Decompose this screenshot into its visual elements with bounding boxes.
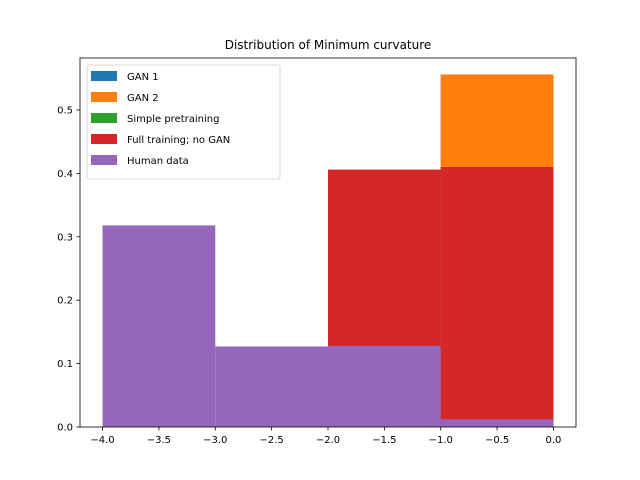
legend-swatch bbox=[91, 113, 117, 123]
x-tick-label: −3.5 bbox=[147, 435, 171, 446]
x-tick-label: 0.0 bbox=[546, 435, 562, 446]
legend-label: Simple pretraining bbox=[127, 114, 219, 125]
legend-frame bbox=[86, 64, 281, 180]
ticks-layer: −4.0 −3.5 −3.0 −2.5 −2.0 −1.5 −1.0 −0.5 0.0 0.0 0.… bbox=[57, 105, 561, 446]
y-tick-label: 0.0 bbox=[57, 423, 73, 434]
bar-series-4-bin-0 bbox=[102, 225, 216, 427]
x-tick-label: −2.0 bbox=[316, 435, 340, 446]
legend-label: GAN 2 bbox=[127, 93, 159, 104]
y-tick-label: 0.4 bbox=[57, 169, 73, 180]
legend-swatch bbox=[91, 155, 117, 165]
x-tick-label: −0.5 bbox=[485, 435, 509, 446]
x-tick-label: −4.0 bbox=[90, 435, 114, 446]
x-tick-label: −1.0 bbox=[429, 435, 453, 446]
legend: GAN 1 GAN 2 Simple pretraining Full trainin… bbox=[86, 64, 281, 180]
legend-swatch bbox=[91, 92, 117, 102]
legend-swatch bbox=[91, 134, 117, 144]
x-tick-label: −2.5 bbox=[259, 435, 283, 446]
bar-series-4-bin-1 bbox=[215, 346, 328, 427]
y-tick-label: 0.5 bbox=[57, 105, 73, 116]
x-tick-label: −1.5 bbox=[372, 435, 396, 446]
bar-series-4-bin-3 bbox=[440, 419, 554, 427]
bar-series-4-bin-2 bbox=[328, 345, 441, 427]
y-tick-label: 0.2 bbox=[57, 296, 73, 307]
x-tick-label: −3.0 bbox=[203, 435, 227, 446]
legend-label: Human data bbox=[127, 156, 189, 167]
legend-label: GAN 1 bbox=[127, 72, 159, 83]
bars-layer bbox=[102, 74, 554, 428]
legend-swatch bbox=[91, 71, 117, 81]
bar-series-3-bin-1 bbox=[440, 167, 554, 428]
y-tick-label: 0.3 bbox=[57, 232, 73, 243]
y-tick-label: 0.1 bbox=[57, 359, 73, 370]
chart-title: Distribution of Minimum curvature bbox=[225, 38, 432, 52]
legend-label: Full training; no GAN bbox=[127, 135, 230, 146]
